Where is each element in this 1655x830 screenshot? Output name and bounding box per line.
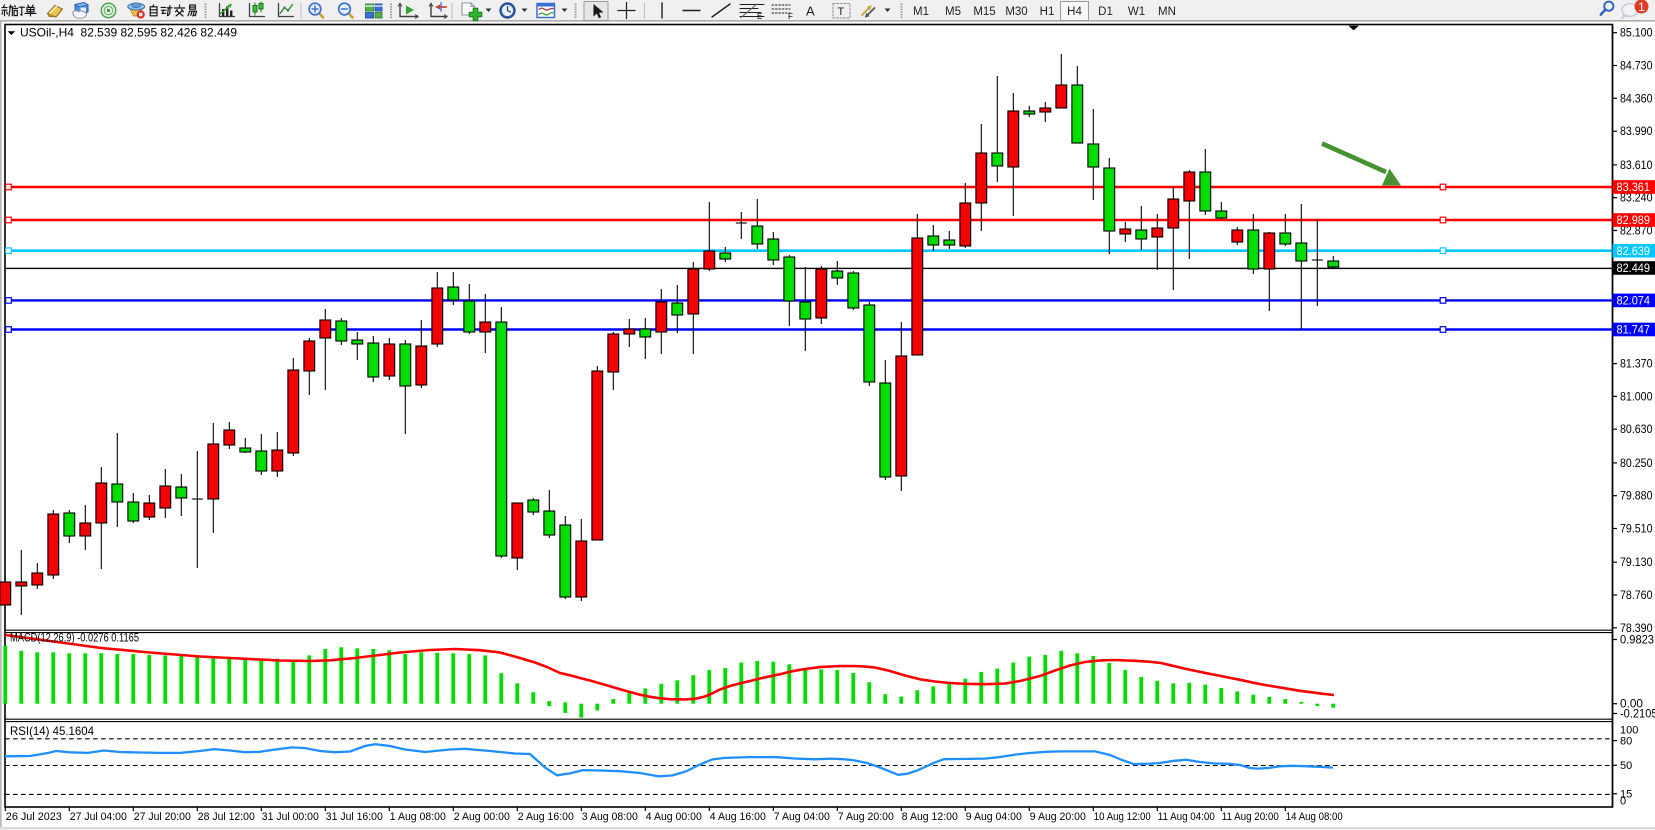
svg-text:83.610: 83.610 [1620,160,1653,172]
svg-text:4 Aug 00:00: 4 Aug 00:00 [646,811,702,823]
svg-text:H1: H1 [1040,6,1055,18]
svg-text:MN: MN [1158,6,1176,18]
svg-text:M30: M30 [1005,6,1027,18]
svg-text:78.390: 78.390 [1620,623,1653,635]
svg-text:9 Aug 20:00: 9 Aug 20:00 [1030,811,1086,823]
svg-text:82.989: 82.989 [1617,215,1651,227]
svg-text:15: 15 [1620,789,1632,801]
svg-text:RSI(14) 45.1604: RSI(14) 45.1604 [10,724,94,738]
svg-text:4 Aug 16:00: 4 Aug 16:00 [710,811,766,823]
svg-text:79.880: 79.880 [1620,491,1653,503]
svg-text:82.870: 82.870 [1620,226,1653,238]
svg-text:50: 50 [1620,760,1632,772]
svg-text:11 Aug 20:00: 11 Aug 20:00 [1222,811,1279,823]
svg-text:7 Aug 04:00: 7 Aug 04:00 [774,811,830,823]
svg-text:8 Aug 12:00: 8 Aug 12:00 [902,811,958,823]
svg-text:83.361: 83.361 [1617,182,1651,194]
svg-text:82.639: 82.639 [1617,246,1651,258]
svg-text:31 Jul 00:00: 31 Jul 00:00 [262,811,319,823]
svg-text:14 Aug 08:00: 14 Aug 08:00 [1286,811,1343,823]
svg-text:83.990: 83.990 [1620,126,1653,138]
svg-text:100: 100 [1620,725,1638,737]
svg-text:0.00: 0.00 [1620,699,1643,711]
svg-text:M1: M1 [913,6,929,18]
svg-text:2 Aug 00:00: 2 Aug 00:00 [454,811,510,823]
svg-text:82.449: 82.449 [1617,263,1651,275]
svg-text:A: A [806,4,815,19]
svg-text:83.240: 83.240 [1620,193,1653,205]
svg-text:81.747: 81.747 [1617,325,1651,337]
svg-text:H4: H4 [1067,6,1082,18]
svg-text:3 Aug 08:00: 3 Aug 08:00 [582,811,638,823]
svg-text:80.250: 80.250 [1620,458,1653,470]
svg-text:T: T [838,6,845,18]
svg-text:79.510: 79.510 [1620,524,1653,536]
svg-text:10 Aug 12:00: 10 Aug 12:00 [1094,811,1151,823]
svg-text:0: 0 [1620,795,1626,807]
svg-text:USOil-,H4 82.539 82.595 82.42: USOil-,H4 82.539 82.595 82.426 82.449 [20,25,237,39]
svg-text:M5: M5 [945,6,961,18]
svg-text:84.730: 84.730 [1620,61,1653,73]
svg-text:81.370: 81.370 [1620,359,1653,371]
svg-text:27 Jul 04:00: 27 Jul 04:00 [70,811,127,823]
svg-text:26 Jul 2023: 26 Jul 2023 [6,811,62,823]
svg-text:7 Aug 20:00: 7 Aug 20:00 [838,811,894,823]
svg-text:MACD(12,26,9) -0.0276 0.1165: MACD(12,26,9) -0.0276 0.1165 [10,631,139,645]
svg-text:78.760: 78.760 [1620,590,1653,602]
svg-text:79.130: 79.130 [1620,557,1653,569]
svg-text:85.100: 85.100 [1620,28,1653,40]
svg-text:1 Aug 08:00: 1 Aug 08:00 [390,811,446,823]
svg-text:28 Jul 12:00: 28 Jul 12:00 [198,811,255,823]
svg-text:M15: M15 [973,6,995,18]
svg-text:2 Aug 16:00: 2 Aug 16:00 [518,811,574,823]
svg-text:80: 80 [1620,735,1632,747]
svg-text:80.630: 80.630 [1620,424,1653,436]
svg-text:27 Jul 20:00: 27 Jul 20:00 [134,811,191,823]
svg-text:31 Jul 16:00: 31 Jul 16:00 [326,811,383,823]
svg-text:81.000: 81.000 [1620,391,1653,403]
svg-text:0.9823: 0.9823 [1620,635,1654,647]
svg-text:D1: D1 [1098,6,1113,18]
svg-text:F: F [788,12,793,21]
svg-text:9 Aug 04:00: 9 Aug 04:00 [966,811,1022,823]
svg-text:-0.2105: -0.2105 [1620,709,1655,721]
svg-text:1: 1 [1638,0,1645,14]
svg-text:W1: W1 [1128,6,1145,18]
svg-text:E: E [757,12,762,21]
svg-text:84.360: 84.360 [1620,93,1653,105]
svg-text:11 Aug 04:00: 11 Aug 04:00 [1158,811,1215,823]
svg-text:82.074: 82.074 [1617,296,1651,308]
